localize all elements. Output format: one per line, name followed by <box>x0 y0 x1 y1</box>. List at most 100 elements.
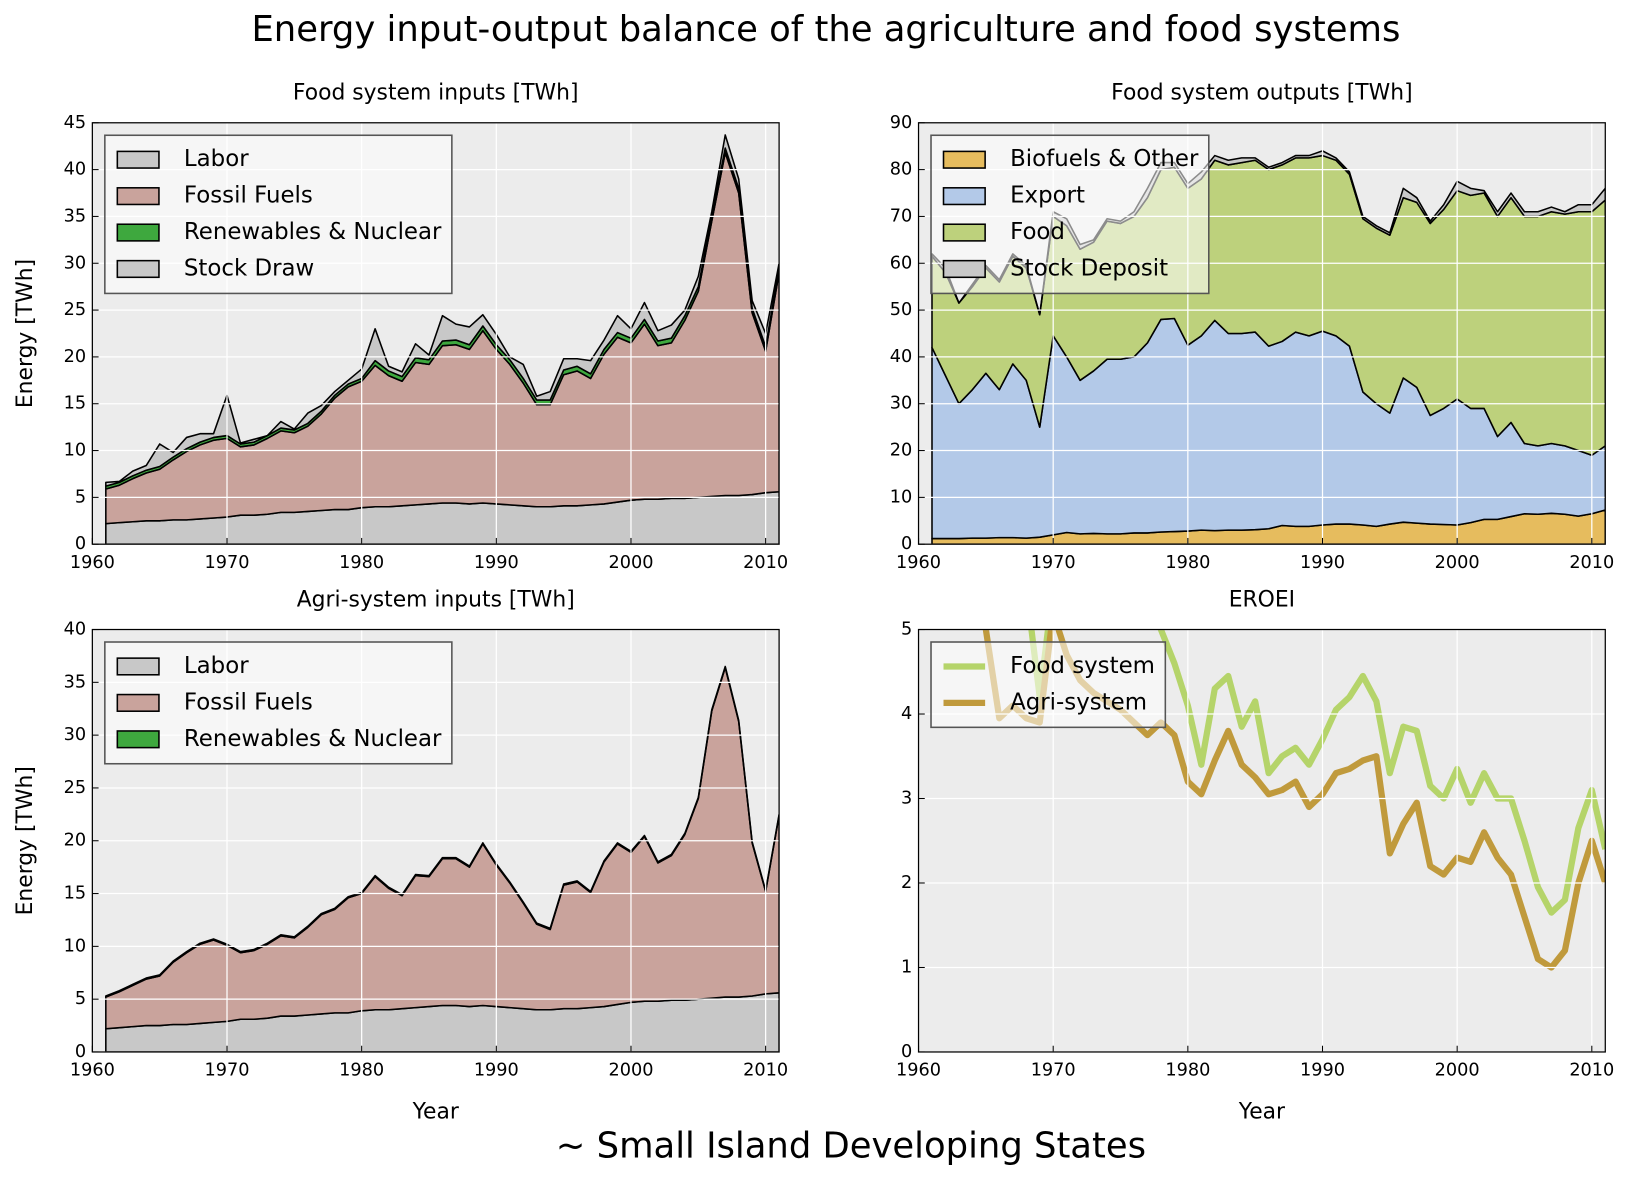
y-tick-label: 70 <box>890 206 913 226</box>
legend-swatch <box>116 259 160 279</box>
legend-swatch <box>116 223 160 242</box>
panel: 1960 1970 1980 1990 2000 2010 0 1 2 3 4 5 EROEI Year F… <box>896 587 1614 1124</box>
x-tick-label: 2010 <box>1569 1061 1614 1081</box>
panel-title: EROEI <box>1229 587 1295 612</box>
legend: Food system Agri-system <box>930 641 1167 729</box>
panel-title: Food system outputs [TWh] <box>1111 81 1412 106</box>
x-tick-label: 2010 <box>1569 553 1614 573</box>
y-tick-label: 40 <box>890 347 913 367</box>
legend: Labor Fossil Fuels Renewables & Nuclear Sto… <box>104 134 453 295</box>
plot-frame <box>917 122 1606 545</box>
y-tick-label: 45 <box>64 113 87 133</box>
legend-frame <box>104 641 453 765</box>
y-tick-label: 50 <box>890 300 913 320</box>
legend-label: Renewables & Nuclear <box>184 726 442 752</box>
legend-frame <box>930 641 1167 729</box>
y-tick-label: 10 <box>64 936 87 956</box>
y-tick-label: 20 <box>64 831 87 851</box>
legend-label: Export <box>1010 183 1085 209</box>
legend-swatch <box>942 150 986 169</box>
plot-frame <box>91 628 780 1053</box>
y-tick-label: 0 <box>75 534 86 554</box>
figure-title: Energy input-output balance of the agric… <box>251 9 1400 50</box>
y-tick-label: 10 <box>64 441 87 461</box>
y-tick-label: 5 <box>75 989 86 1009</box>
x-tick-label: 1980 <box>1165 1061 1210 1081</box>
x-tick-label: 1980 <box>1165 553 1210 573</box>
x-tick-label: 2000 <box>1435 553 1480 573</box>
x-tick-label: 1970 <box>205 1061 250 1081</box>
y-tick-label: 3 <box>901 789 912 809</box>
y-tick-label: 2 <box>901 873 912 893</box>
x-tick-label: 1980 <box>339 1061 384 1081</box>
y-tick-label: 60 <box>890 253 913 273</box>
y-tick-label: 90 <box>890 113 913 133</box>
x-tick-label: 1990 <box>1300 1061 1345 1081</box>
y-tick-label: 40 <box>64 160 87 180</box>
y-axis-label: Energy [TWh] <box>13 766 38 915</box>
legend-label: Fossil Fuels <box>184 183 313 209</box>
x-tick-label: 2010 <box>743 1061 788 1081</box>
legend-swatch <box>116 730 160 749</box>
y-tick-label: 15 <box>64 394 87 414</box>
x-axis-label: Year <box>412 1099 459 1124</box>
legend-label: Labor <box>184 146 249 172</box>
x-tick-label: 1960 <box>896 1061 941 1081</box>
legend-label: Food <box>1010 219 1065 245</box>
panel: 1960 1970 1980 1990 2000 2010 0 5 10 15 20 25 30 35 40… <box>13 587 788 1124</box>
legend-swatch <box>116 657 160 676</box>
legend-swatch <box>942 259 986 279</box>
legend-swatch <box>116 150 160 169</box>
x-tick-label: 1960 <box>896 553 941 573</box>
y-tick-label: 35 <box>64 672 87 692</box>
x-tick-label: 2000 <box>1435 1061 1480 1081</box>
x-tick-label: 1970 <box>205 553 250 573</box>
y-tick-label: 0 <box>901 1042 912 1062</box>
x-tick-label: 1990 <box>474 553 519 573</box>
y-tick-label: 30 <box>64 253 87 273</box>
y-tick-label: 1 <box>901 957 912 977</box>
y-tick-label: 30 <box>64 725 87 745</box>
legend-label: Renewables & Nuclear <box>184 219 442 245</box>
y-axis-label: Energy [TWh] <box>13 259 38 408</box>
x-tick-label: 2000 <box>608 553 653 573</box>
y-tick-label: 40 <box>64 620 87 640</box>
y-tick-label: 5 <box>75 487 86 507</box>
legend: Labor Fossil Fuels Renewables & Nuclear <box>104 641 453 765</box>
y-tick-label: 35 <box>64 206 87 226</box>
y-tick-label: 20 <box>890 441 913 461</box>
figure-caption: ~ Small Island Developing States <box>556 1126 1146 1167</box>
legend-label: Stock Deposit <box>1010 255 1168 281</box>
x-tick-label: 1960 <box>70 1061 115 1081</box>
legend-swatch <box>116 693 160 712</box>
legend-swatch <box>116 187 160 206</box>
legend-label: Biofuels & Other <box>1010 146 1199 172</box>
y-tick-label: 0 <box>901 534 912 554</box>
y-tick-label: 5 <box>901 620 912 640</box>
legend-label: Stock Draw <box>184 255 314 281</box>
x-tick-label: 1990 <box>1300 553 1345 573</box>
y-tick-label: 25 <box>64 300 87 320</box>
y-tick-label: 20 <box>64 347 87 367</box>
y-tick-label: 10 <box>890 487 913 507</box>
x-tick-label: 2000 <box>608 1061 653 1081</box>
panel: 1960 1970 1980 1990 2000 2010 0 10 20 30 40 50 60 70 8… <box>890 81 1615 573</box>
legend-label: Fossil Fuels <box>184 689 313 715</box>
legend-label: Food system <box>1010 653 1155 679</box>
area <box>105 665 780 998</box>
y-tick-label: 25 <box>64 778 87 798</box>
y-tick-label: 30 <box>890 394 913 414</box>
x-tick-label: 1990 <box>474 1061 519 1081</box>
y-tick-label: 4 <box>901 704 912 724</box>
y-tick-label: 80 <box>890 160 913 180</box>
legend-label: Agri-system <box>1010 689 1147 715</box>
panel-title: Food system inputs [TWh] <box>293 81 579 106</box>
x-tick-label: 1970 <box>1031 1061 1076 1081</box>
x-tick-label: 1980 <box>339 553 384 573</box>
x-tick-label: 1960 <box>70 553 115 573</box>
y-tick-label: 0 <box>75 1042 86 1062</box>
panel: 1960 1970 1980 1990 2000 2010 0 5 10 15 20 25 30 35 40… <box>13 81 788 573</box>
legend-swatch <box>942 223 986 242</box>
x-tick-label: 2010 <box>743 553 788 573</box>
